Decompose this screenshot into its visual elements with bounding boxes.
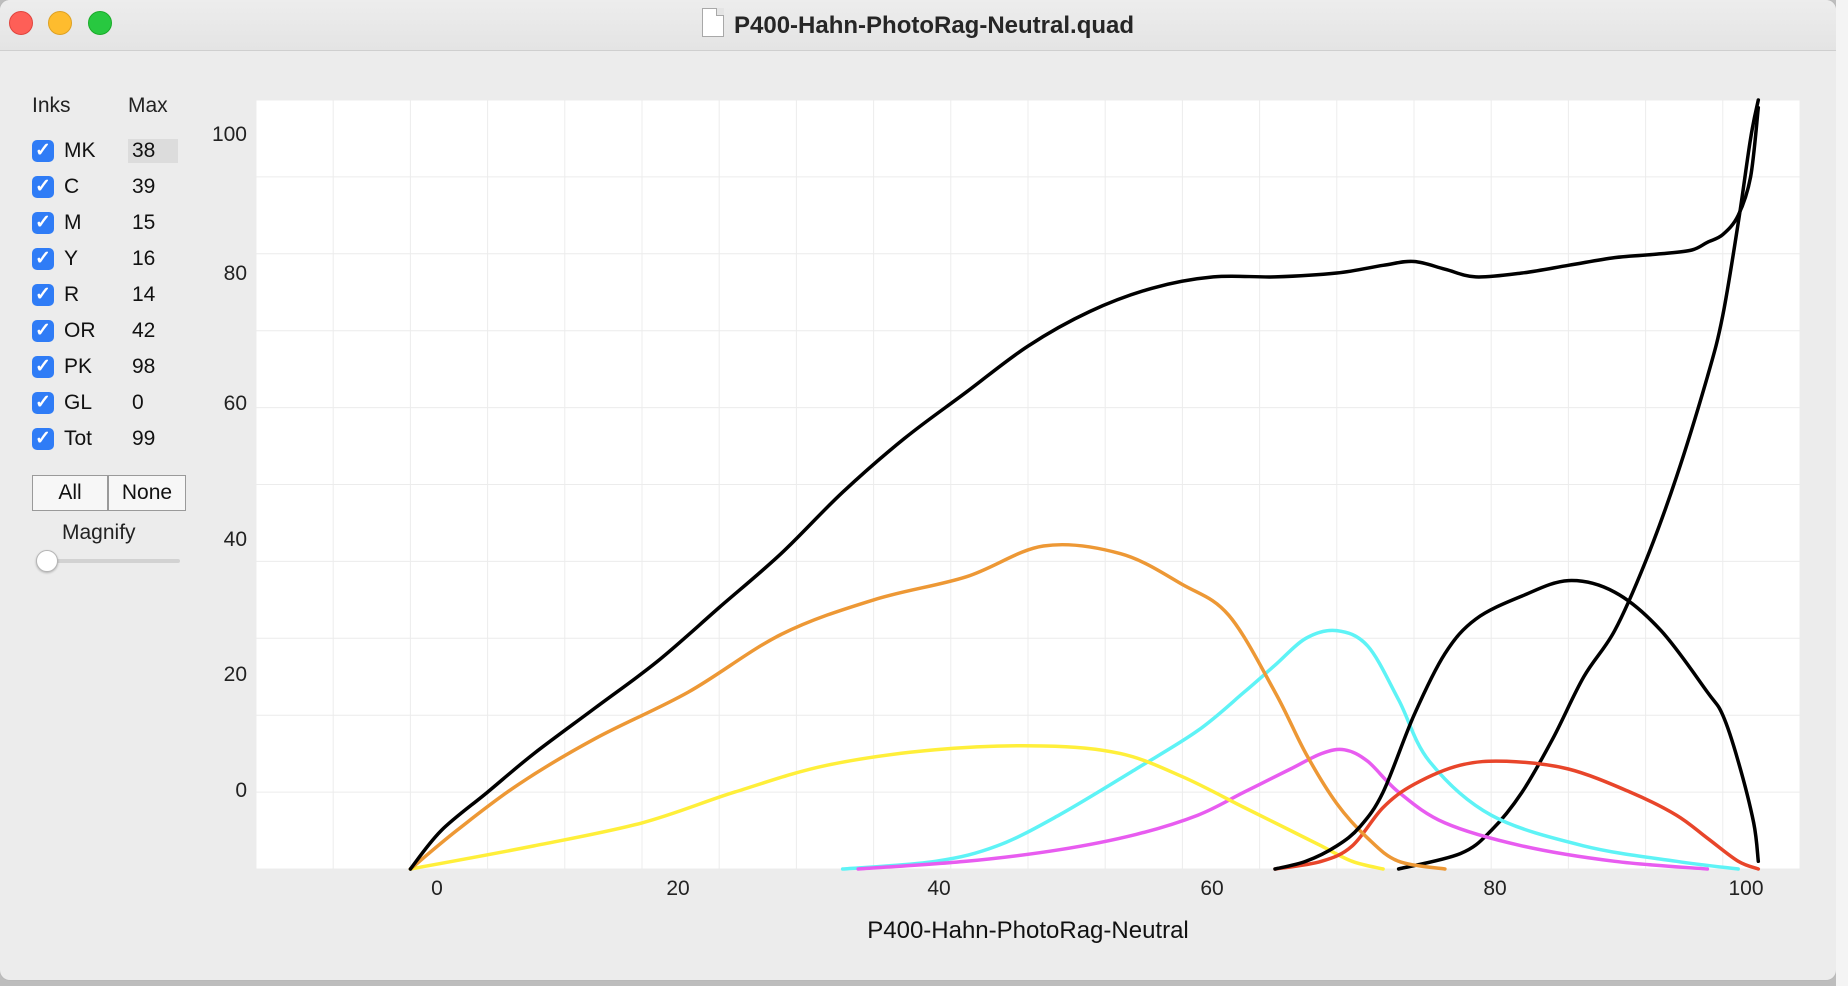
select-all-button[interactable]: All: [32, 475, 108, 511]
x-tick-label: 60: [1200, 877, 1223, 900]
curve-c: [840, 628, 1740, 871]
curve-y: [408, 744, 1385, 871]
ink-name: Y: [64, 247, 79, 270]
ink-max-field[interactable]: 99: [132, 427, 156, 450]
ink-checkbox-r[interactable]: ✓: [32, 284, 54, 306]
curve-pk: [1273, 578, 1761, 871]
ink-checkbox-m[interactable]: ✓: [32, 212, 54, 234]
y-tick-label: 60: [224, 392, 247, 415]
y-tick-label: 20: [224, 663, 247, 686]
zoom-window-button[interactable]: [88, 11, 112, 35]
ink-checkbox-pk[interactable]: ✓: [32, 356, 54, 378]
x-tick-label: 40: [927, 877, 950, 900]
ink-name: PK: [64, 355, 93, 378]
ink-sidebar: Inks Max ✓ MK 38 ✓ C 39 ✓ M 15 ✓ Y 16 ✓ …: [0, 50, 200, 980]
ink-row-m: ✓ M 15: [32, 209, 192, 239]
y-tick-label: 100: [212, 123, 247, 146]
ink-checkbox-gl[interactable]: ✓: [32, 392, 54, 414]
window-title: P400-Hahn-PhotoRag-Neutral.quad: [733, 12, 1135, 39]
ink-max-field[interactable]: 16: [132, 247, 156, 270]
window-title-area: P400-Hahn-PhotoRag-Neutral.quad: [0, 8, 1836, 40]
ink-name: MK: [64, 139, 96, 162]
max-header: Max: [128, 94, 168, 117]
ink-max-field[interactable]: 0: [132, 391, 144, 414]
close-window-button[interactable]: [9, 11, 33, 35]
x-tick-label: 0: [431, 877, 443, 900]
magnify-slider-thumb[interactable]: [36, 550, 58, 572]
ink-row-gl: ✓ GL 0: [32, 389, 192, 419]
ink-checkbox-c[interactable]: ✓: [32, 176, 54, 198]
ink-max-field[interactable]: 39: [132, 175, 156, 198]
ink-name: C: [64, 175, 80, 198]
ink-row-c: ✓ C 39: [32, 173, 192, 203]
select-none-button[interactable]: None: [108, 475, 186, 511]
ink-name: R: [64, 283, 80, 306]
document-icon: [701, 8, 724, 37]
x-tick-label: 20: [666, 877, 689, 900]
ink-name: GL: [64, 391, 93, 414]
ink-checkbox-or[interactable]: ✓: [32, 320, 54, 342]
ink-max-field[interactable]: 15: [132, 211, 156, 234]
ink-name: OR: [64, 319, 96, 342]
ink-checkbox-mk[interactable]: ✓: [32, 140, 54, 162]
ink-max-field[interactable]: 42: [132, 319, 156, 342]
ink-name: M: [64, 211, 82, 234]
minimize-window-button[interactable]: [48, 11, 72, 35]
ink-row-pk: ✓ PK 98: [32, 353, 192, 383]
ink-max-field[interactable]: 38: [128, 139, 178, 163]
ink-max-field[interactable]: 98: [132, 355, 156, 378]
ink-row-mk: ✓ MK 38: [32, 137, 192, 167]
inks-header: Inks: [32, 94, 71, 117]
ink-row-or: ✓ OR 42: [32, 317, 192, 347]
ink-row-r: ✓ R 14: [32, 281, 192, 311]
ink-max-field[interactable]: 14: [132, 283, 156, 306]
background-window-edge: [1836, 0, 1848, 986]
x-tick-label: 80: [1483, 877, 1506, 900]
title-bar: P400-Hahn-PhotoRag-Neutral.quad: [0, 0, 1836, 51]
curve-r: [1273, 759, 1761, 871]
curve-m: [856, 747, 1710, 871]
y-tick-label: 40: [224, 528, 247, 551]
ink-name: Tot: [64, 427, 93, 450]
curve-tot: [408, 105, 1761, 871]
x-tick-label: 100: [1728, 877, 1763, 900]
magnify-slider-track[interactable]: [40, 559, 180, 563]
x-axis-label: P400-Hahn-PhotoRag-Neutral: [867, 917, 1189, 944]
ink-row-y: ✓ Y 16: [32, 245, 192, 275]
y-tick-label: 80: [224, 262, 247, 285]
y-tick-label: 0: [235, 779, 247, 802]
curve-or: [408, 542, 1447, 871]
ink-row-tot: ✓ Tot 99: [32, 425, 192, 455]
ink-checkbox-tot[interactable]: ✓: [32, 428, 54, 450]
magnify-label: Magnify: [62, 521, 136, 544]
ink-checkbox-y[interactable]: ✓: [32, 248, 54, 270]
